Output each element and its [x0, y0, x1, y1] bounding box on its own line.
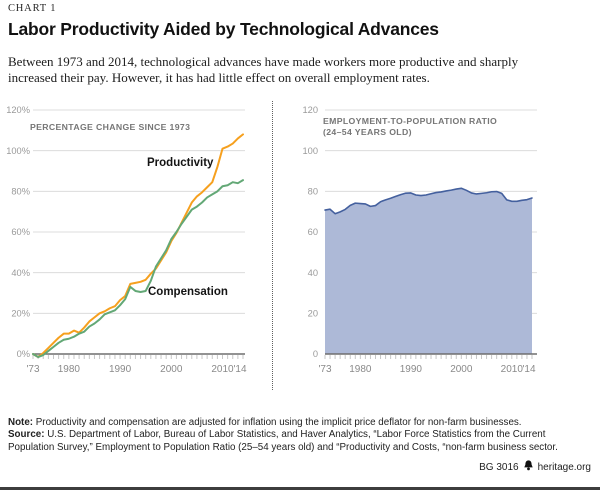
note-source-block: Note: Productivity and compensation are …: [8, 417, 580, 454]
svg-text:1980: 1980: [58, 364, 81, 375]
chart-kicker: CHART 1: [8, 3, 57, 14]
credit-line: BG 3016 heritage.org: [479, 460, 591, 474]
credit-id: BG 3016: [479, 461, 519, 473]
page-title: Labor Productivity Aided by Technologica…: [8, 19, 439, 39]
note-label: Note:: [8, 417, 34, 428]
svg-text:1980: 1980: [349, 364, 372, 375]
heritage-bell-icon: [523, 460, 534, 474]
svg-text:'73: '73: [26, 364, 39, 375]
note-line: Note: Productivity and compensation are …: [8, 417, 580, 429]
svg-text:20%: 20%: [11, 309, 30, 319]
svg-text:'14: '14: [233, 364, 246, 375]
svg-text:0%: 0%: [17, 349, 30, 359]
productivity-series-label: Productivity: [147, 157, 214, 169]
employment-ratio-area-chart: 0 20 40 60 80 100 120 '73 1980 1990 2000 2010'14: [302, 105, 537, 375]
svg-text:2000: 2000: [160, 364, 183, 375]
chart-divider: [272, 101, 273, 390]
svg-text:120%: 120%: [6, 105, 30, 115]
svg-text:40: 40: [308, 268, 318, 278]
svg-text:2010: 2010: [501, 364, 524, 375]
right-chart-subtitle: (24–54 YEARS OLD): [323, 127, 412, 137]
right-chart-title: EMPLOYMENT-TO-POPULATION RATIO: [323, 116, 498, 126]
compensation-series-label: Compensation: [148, 286, 228, 298]
svg-text:80%: 80%: [11, 187, 30, 197]
left-chart-title: PERCENTAGE CHANGE SINCE 1973: [30, 122, 191, 132]
svg-text:60: 60: [308, 227, 318, 237]
svg-text:100%: 100%: [6, 146, 30, 156]
svg-text:1990: 1990: [400, 364, 423, 375]
source-label: Source:: [8, 429, 45, 441]
productivity-compensation-line-chart: 0% 20% 40% 60% 80% 100% 120% '73 1980 1990 2000 201…: [6, 105, 247, 375]
svg-text:0: 0: [313, 349, 318, 359]
svg-text:'14: '14: [522, 364, 535, 375]
svg-text:2000: 2000: [450, 364, 473, 375]
footer-rule: [0, 487, 600, 490]
note-text: Productivity and compensation are adjust…: [33, 417, 522, 428]
svg-text:120: 120: [302, 105, 318, 115]
svg-text:40%: 40%: [11, 268, 30, 278]
svg-text:2010: 2010: [211, 364, 234, 375]
source-line: Source: U.S. Department of Labor, Bureau…: [8, 429, 580, 454]
svg-text:80: 80: [308, 187, 318, 197]
svg-text:20: 20: [308, 309, 318, 319]
svg-text:1990: 1990: [109, 364, 132, 375]
svg-text:'73: '73: [318, 364, 331, 375]
svg-text:60%: 60%: [11, 227, 30, 237]
svg-text:100: 100: [302, 146, 318, 156]
credit-site[interactable]: heritage.org: [537, 461, 591, 473]
intro-text: Between 1973 and 2014, technological adv…: [8, 54, 519, 85]
source-text: U.S. Department of Labor, Bureau of Labo…: [8, 429, 558, 453]
